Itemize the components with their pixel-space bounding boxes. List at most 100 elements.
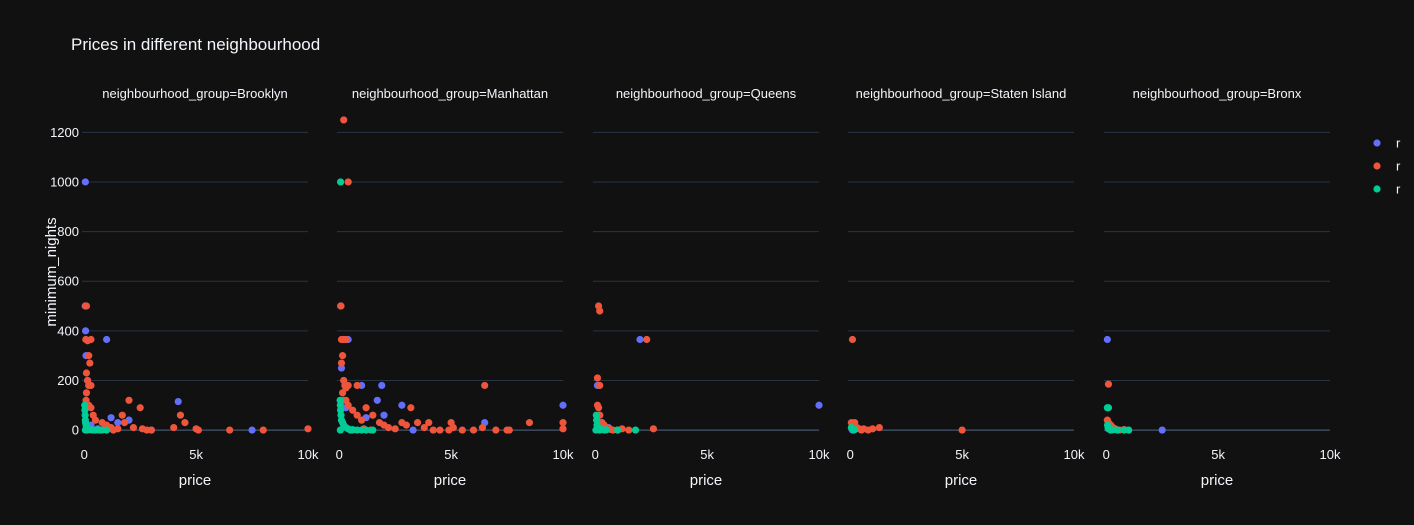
data-point[interactable]: [559, 425, 567, 433]
data-point[interactable]: [118, 411, 126, 419]
data-point[interactable]: [337, 302, 345, 310]
data-point[interactable]: [373, 396, 381, 404]
data-point[interactable]: [1103, 335, 1111, 344]
data-point[interactable]: [1158, 426, 1166, 434]
data-point[interactable]: [631, 426, 640, 434]
data-point[interactable]: [82, 302, 91, 310]
legend-item[interactable]: r: [1373, 136, 1401, 151]
data-point[interactable]: [1104, 380, 1113, 388]
data-point[interactable]: [559, 419, 567, 427]
data-point[interactable]: [87, 335, 95, 344]
data-point[interactable]: [596, 307, 604, 315]
data-point[interactable]: [103, 335, 111, 344]
data-point[interactable]: [129, 423, 138, 432]
data-point[interactable]: [594, 404, 603, 412]
data-point[interactable]: [593, 374, 602, 382]
data-point[interactable]: [353, 411, 361, 419]
data-point[interactable]: [458, 426, 466, 434]
data-point[interactable]: [848, 335, 857, 344]
data-point[interactable]: [436, 426, 444, 434]
data-point[interactable]: [592, 426, 600, 434]
data-point[interactable]: [481, 381, 489, 390]
data-point[interactable]: [847, 419, 855, 427]
data-point[interactable]: [344, 401, 352, 409]
data-point[interactable]: [304, 425, 312, 433]
data-point[interactable]: [226, 426, 234, 434]
data-point[interactable]: [407, 404, 415, 412]
data-point[interactable]: [469, 426, 478, 434]
data-point[interactable]: [174, 397, 182, 406]
data-point[interactable]: [340, 116, 348, 124]
data-point[interactable]: [353, 381, 361, 390]
data-point[interactable]: [602, 426, 611, 434]
legend-item[interactable]: r: [1373, 159, 1401, 174]
legend[interactable]: rrr: [1373, 136, 1401, 197]
data-point[interactable]: [344, 381, 352, 390]
data-point[interactable]: [369, 411, 377, 419]
data-point[interactable]: [91, 416, 100, 424]
data-point[interactable]: [86, 359, 94, 367]
data-point[interactable]: [82, 369, 91, 377]
data-point[interactable]: [875, 423, 883, 432]
data-point[interactable]: [336, 426, 344, 434]
data-point[interactable]: [170, 423, 178, 432]
data-point[interactable]: [409, 426, 417, 434]
data-point[interactable]: [478, 423, 487, 432]
data-point[interactable]: [559, 401, 567, 409]
data-point[interactable]: [815, 401, 823, 409]
data-point[interactable]: [176, 411, 185, 419]
data-point[interactable]: [181, 419, 189, 427]
data-point[interactable]: [398, 401, 406, 409]
data-point[interactable]: [248, 426, 256, 434]
data-point[interactable]: [87, 381, 95, 390]
data-point[interactable]: [342, 335, 350, 344]
data-point[interactable]: [338, 352, 347, 360]
data-point[interactable]: [413, 419, 422, 427]
data-point[interactable]: [337, 359, 346, 367]
data-point[interactable]: [505, 426, 513, 434]
data-point[interactable]: [337, 364, 346, 372]
data-point[interactable]: [1113, 426, 1122, 434]
data-point[interactable]: [958, 426, 966, 434]
data-point[interactable]: [369, 426, 377, 434]
data-point[interactable]: [1103, 404, 1111, 412]
data-point[interactable]: [636, 335, 644, 344]
data-point[interactable]: [114, 419, 122, 427]
data-point[interactable]: [402, 421, 410, 429]
data-point[interactable]: [614, 426, 622, 434]
data-point[interactable]: [125, 396, 133, 404]
data-point[interactable]: [259, 426, 267, 434]
data-point[interactable]: [107, 414, 115, 422]
data-point[interactable]: [362, 426, 370, 434]
data-point[interactable]: [120, 419, 129, 427]
data-point[interactable]: [851, 425, 859, 434]
data-point[interactable]: [85, 352, 93, 360]
data-point[interactable]: [643, 335, 651, 344]
data-point[interactable]: [143, 426, 151, 434]
data-point[interactable]: [81, 178, 89, 186]
data-point[interactable]: [83, 426, 91, 434]
data-point[interactable]: [194, 426, 202, 434]
data-point[interactable]: [81, 327, 90, 335]
data-point[interactable]: [625, 426, 633, 434]
data-point[interactable]: [380, 411, 388, 419]
data-point[interactable]: [338, 389, 347, 397]
data-point[interactable]: [136, 404, 144, 412]
data-point[interactable]: [344, 178, 352, 186]
data-point[interactable]: [358, 416, 366, 424]
data-point[interactable]: [1125, 426, 1133, 434]
data-point[interactable]: [649, 425, 658, 433]
data-point[interactable]: [596, 381, 604, 390]
legend-item[interactable]: r: [1373, 182, 1401, 197]
data-point[interactable]: [109, 426, 117, 434]
data-point[interactable]: [336, 178, 345, 186]
data-point[interactable]: [525, 419, 534, 427]
data-point[interactable]: [420, 423, 428, 432]
data-point[interactable]: [82, 389, 91, 397]
data-point[interactable]: [391, 425, 399, 433]
data-point[interactable]: [349, 406, 357, 414]
data-point[interactable]: [362, 404, 370, 412]
data-point[interactable]: [492, 426, 500, 434]
data-point[interactable]: [378, 381, 386, 390]
data-point[interactable]: [103, 426, 111, 434]
